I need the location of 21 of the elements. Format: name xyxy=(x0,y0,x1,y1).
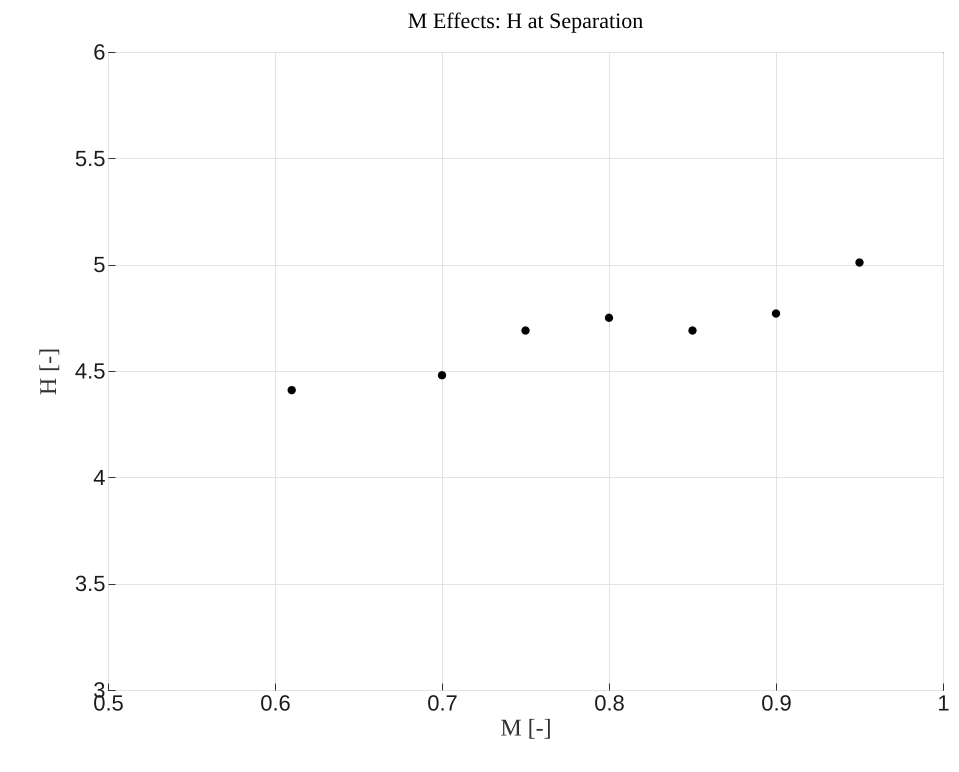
point xyxy=(688,326,697,335)
y-tick-label: 3.5 xyxy=(74,571,106,596)
x-tick-label: 0.8 xyxy=(594,690,625,716)
x-tick-label: 0.7 xyxy=(427,690,458,716)
x-axis-title: M [-] xyxy=(500,716,552,742)
y-tick-label: 5 xyxy=(93,252,106,278)
y-tick-label: 6 xyxy=(93,40,106,64)
x-tick-label: 1 xyxy=(937,690,950,716)
point xyxy=(521,326,530,335)
point xyxy=(604,314,614,322)
point xyxy=(288,386,296,394)
y-tick-label: 4 xyxy=(93,464,106,490)
chart-title: M Effects: H at Separation xyxy=(408,8,644,33)
y-axis-title: H [-] xyxy=(36,348,62,396)
y-tick-label: 5.5 xyxy=(74,146,106,171)
point xyxy=(438,371,446,380)
point xyxy=(772,309,780,318)
x-tick-label: 0.6 xyxy=(260,690,291,716)
y-tick-label: 4.5 xyxy=(74,358,106,384)
x-tick-label: 0.9 xyxy=(761,690,792,716)
point xyxy=(855,258,864,267)
